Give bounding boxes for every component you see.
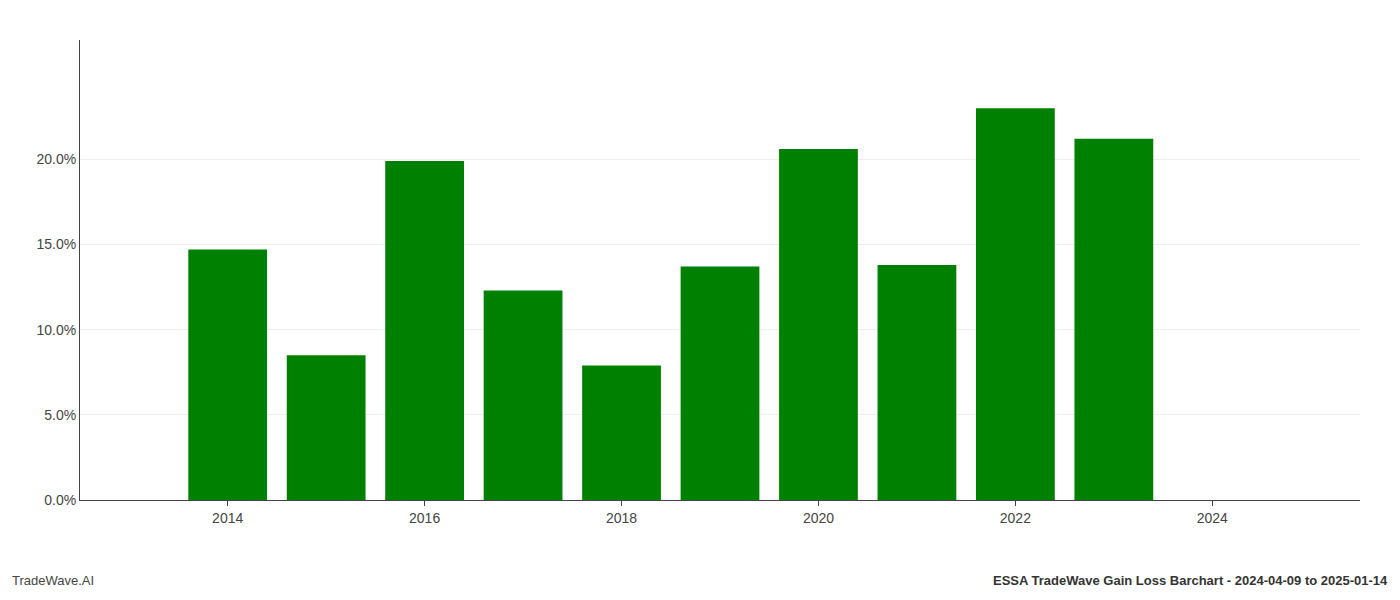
svg-text:5.0%: 5.0% <box>44 407 76 423</box>
svg-text:10.0%: 10.0% <box>36 322 76 338</box>
svg-text:2022: 2022 <box>1000 510 1031 526</box>
svg-text:2024: 2024 <box>1197 510 1228 526</box>
svg-text:20.0%: 20.0% <box>36 151 76 167</box>
svg-text:2020: 2020 <box>803 510 834 526</box>
svg-text:2014: 2014 <box>212 510 243 526</box>
svg-text:0.0%: 0.0% <box>44 492 76 508</box>
svg-text:15.0%: 15.0% <box>36 236 76 252</box>
svg-text:ESSA TradeWave Gain Loss Barch: ESSA TradeWave Gain Loss Barchart - 2024… <box>993 573 1388 588</box>
svg-text:2016: 2016 <box>409 510 440 526</box>
svg-text:2018: 2018 <box>606 510 637 526</box>
svg-text:TradeWave.AI: TradeWave.AI <box>12 573 94 588</box>
